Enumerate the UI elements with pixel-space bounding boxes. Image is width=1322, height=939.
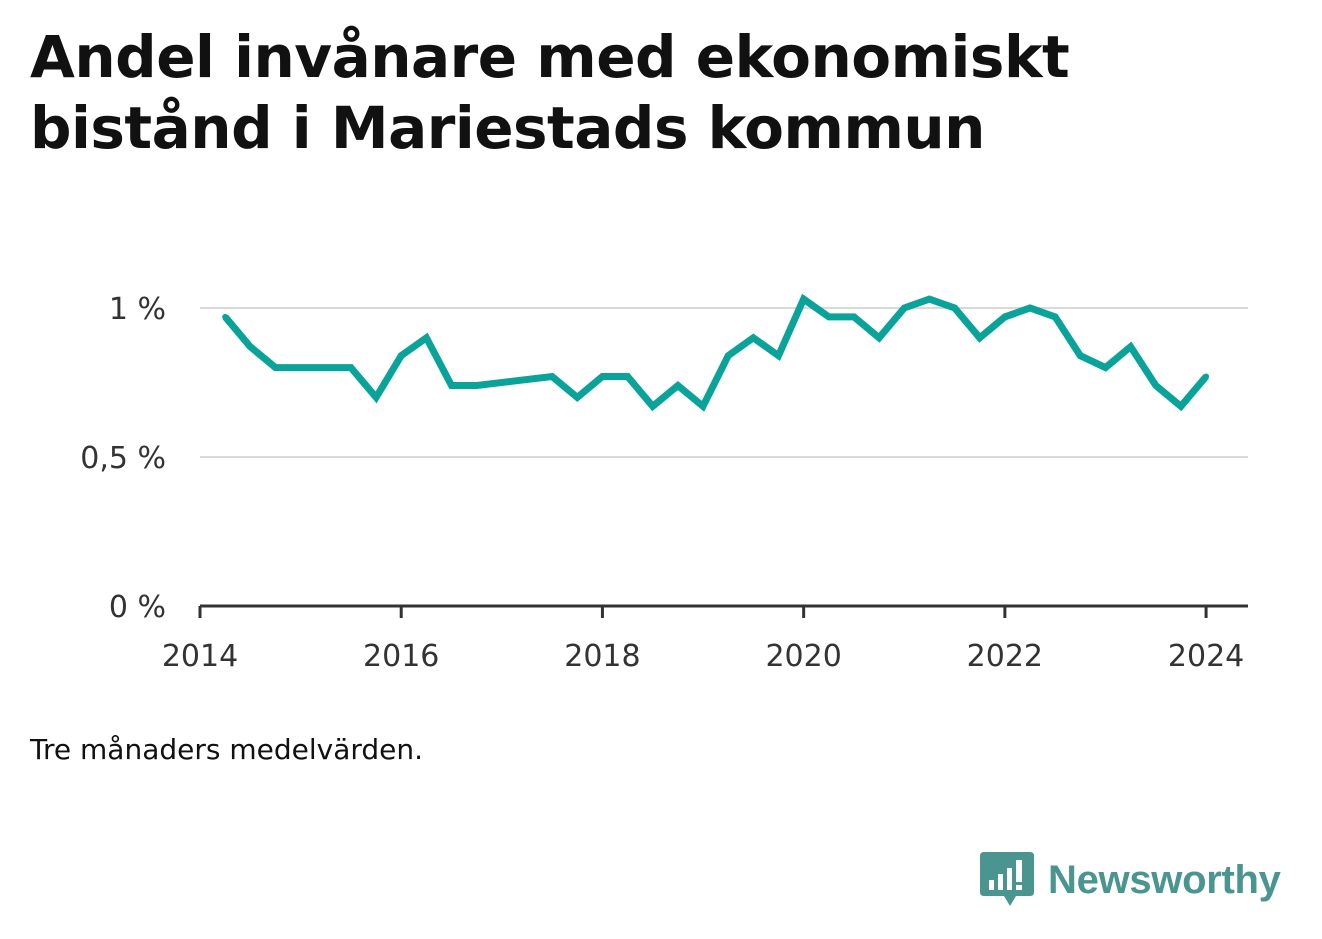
- y-tick-label: 1 %: [109, 292, 166, 327]
- data-point: [775, 352, 782, 359]
- data-point: [649, 403, 656, 410]
- data-point: [624, 373, 631, 380]
- x-tick-label: 2016: [363, 639, 439, 674]
- data-point: [901, 305, 908, 311]
- data-point: [373, 394, 380, 401]
- grid-lines: [200, 307, 1248, 458]
- x-axis-tick-labels: 2014 2016 2018 2020 2022 2024: [162, 639, 1244, 674]
- x-axis: [198, 604, 1248, 618]
- data-point: [1152, 382, 1159, 389]
- data-point: [825, 313, 832, 320]
- data-point: [1052, 313, 1059, 320]
- chart-title: Andel invånare med ekonomiskt bistånd i …: [30, 23, 1070, 162]
- series-line: [222, 293, 1209, 412]
- x-tick-label: 2022: [967, 639, 1043, 674]
- data-point: [926, 296, 933, 303]
- data-point: [398, 352, 405, 359]
- data-point: [247, 343, 254, 350]
- data-point: [322, 364, 329, 371]
- data-point: [1077, 352, 1084, 359]
- data-point: [700, 403, 706, 410]
- x-tick-label: 2018: [564, 639, 640, 674]
- bar-chart-speech-bubble-icon: [980, 852, 1034, 906]
- data-point: [423, 334, 430, 341]
- data-point: [851, 313, 857, 320]
- data-point: [674, 382, 681, 389]
- data-point: [599, 373, 606, 380]
- data-point: [297, 364, 304, 371]
- data-point: [1027, 305, 1033, 311]
- data-point: [1127, 343, 1134, 350]
- y-tick-label: 0,5 %: [80, 441, 166, 476]
- x-tick-label: 2024: [1168, 639, 1244, 674]
- newsworthy-logo[interactable]: Newsworthy: [980, 850, 1281, 910]
- data-point: [1001, 313, 1008, 320]
- data-point: [725, 352, 732, 359]
- data-point: [800, 296, 807, 303]
- data-point: [549, 373, 556, 380]
- y-axis-tick-labels: 0 % 0,5 % 1 %: [80, 292, 166, 625]
- line-chart: 0 % 0,5 % 1 % 2014 2016 2018 2020 2022 2024: [80, 292, 1248, 674]
- chart-note: Tre månaders medelvärden.: [30, 733, 424, 766]
- data-point: [1102, 364, 1109, 371]
- data-point: [876, 334, 883, 341]
- data-point: [574, 394, 581, 401]
- data-point: [473, 382, 480, 389]
- data-point: [750, 334, 757, 341]
- data-point: [951, 305, 958, 311]
- data-point: [222, 313, 229, 320]
- x-tick-label: 2014: [162, 639, 238, 674]
- x-tick-label: 2020: [765, 639, 841, 674]
- data-point: [1203, 373, 1210, 380]
- data-point: [347, 364, 354, 371]
- data-point: [272, 364, 279, 371]
- data-point: [448, 382, 455, 389]
- data-point: [976, 334, 983, 341]
- data-point: [1177, 403, 1184, 410]
- series-layer: [222, 293, 1210, 412]
- y-tick-label: 0 %: [109, 590, 166, 625]
- brand-name: Newsworthy: [1048, 857, 1281, 902]
